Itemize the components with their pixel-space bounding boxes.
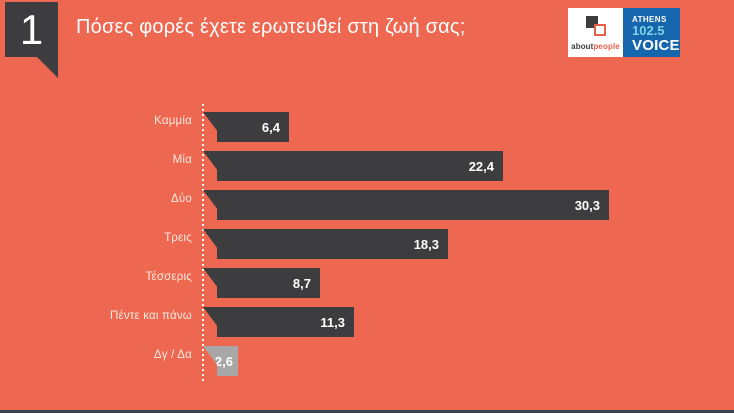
bar-row: Τρεις 18,3	[0, 229, 734, 259]
athens-voice-frequency: 102.5	[632, 23, 665, 38]
bar-row: Μία 22,4	[0, 151, 734, 181]
bar-value: 8,7	[292, 275, 311, 291]
slide-number: 1	[19, 5, 44, 53]
athens-voice-line1: ATHENS	[632, 15, 667, 24]
aboutpeople-squares-icon	[585, 16, 607, 38]
bar-row: Δγ / Δα 2,6	[0, 346, 734, 376]
bar-value: 6,4	[261, 119, 280, 135]
aboutpeople-word-about: about	[571, 42, 594, 51]
bottom-strip	[0, 410, 734, 413]
bar-value: 2,6	[214, 353, 233, 369]
slide-number-box: 1	[5, 2, 58, 57]
bar: 18,3	[203, 229, 448, 259]
bar-value: 22,4	[468, 158, 494, 174]
axis-dotted-line	[202, 104, 204, 382]
bar-label: Μία	[172, 154, 192, 166]
bar-label: Καμμία	[154, 115, 192, 127]
bar-label: Τρεις	[164, 232, 192, 244]
bar-label: Πέντε και πάνω	[109, 310, 192, 322]
bar-label: Δγ / Δα	[153, 349, 192, 361]
bar-value: 18,3	[413, 236, 439, 252]
aboutpeople-logo: aboutpeople	[568, 8, 623, 57]
aboutpeople-word-people: people	[593, 42, 620, 51]
bar-label: Τέσσερις	[145, 271, 192, 283]
bar: 22,4	[203, 151, 503, 181]
orange-square-icon	[593, 24, 606, 36]
bar: 30,3	[203, 190, 609, 220]
bar: 11,3	[203, 307, 354, 337]
bar-value: 11,3	[320, 314, 345, 330]
bar-value: 30,3	[574, 197, 600, 213]
athens-voice-logo: ATHENS 102.5 VOICE	[623, 8, 680, 57]
bar-row: Δύο 30,3	[0, 190, 734, 220]
bar-row: Πέντε και πάνω 11,3	[0, 307, 734, 337]
slide-title: Πόσες φορές έχετε ερωτευθεί στη ζωή σας;	[76, 16, 466, 38]
aboutpeople-wordmark: aboutpeople	[568, 42, 623, 51]
bar-label: Δύο	[171, 193, 192, 205]
athens-voice-line3: VOICE	[632, 37, 680, 54]
bar-row: Τέσσερις 8,7	[0, 268, 734, 298]
bar: 6,4	[203, 112, 289, 142]
bar-row: Καμμία 6,4	[0, 112, 734, 142]
bar: 8,7	[203, 268, 320, 298]
bar: 2,6	[203, 346, 238, 376]
